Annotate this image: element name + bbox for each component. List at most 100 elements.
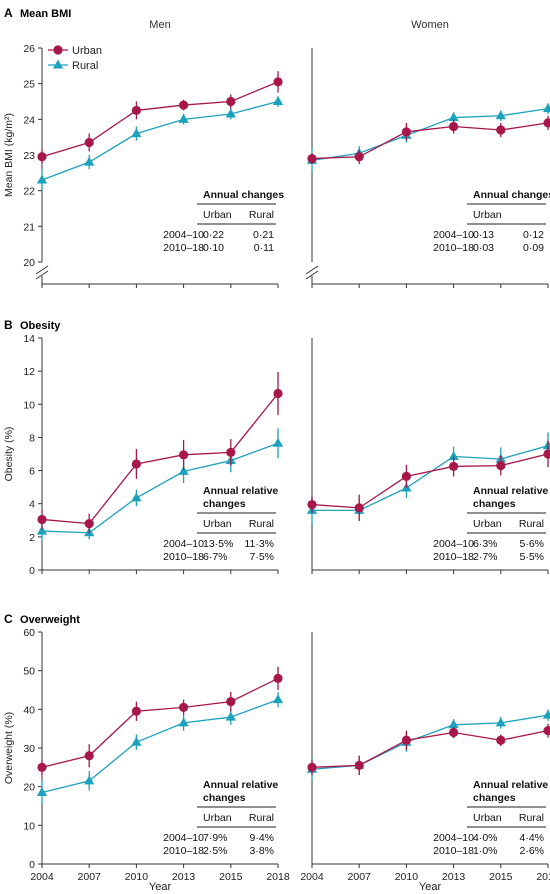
series-urban	[307, 115, 550, 164]
data-point-rural	[542, 709, 550, 719]
x-tick-label: 2004	[300, 871, 324, 883]
x-tick-label: 2010	[395, 871, 419, 883]
changes-header-rural: Rural	[249, 518, 274, 530]
series-urban	[37, 666, 283, 776]
changes-title: changes	[473, 498, 516, 510]
y-tick-label: 8	[29, 432, 35, 444]
y-tick-label: 23	[23, 150, 35, 162]
panel-title: Obesity	[20, 320, 61, 332]
x-tick-label: 2007	[348, 871, 372, 883]
data-point-rural	[448, 112, 459, 122]
series-line	[311, 714, 549, 770]
changes-period: 2004–10	[163, 229, 204, 241]
changes-header-urban: Urban	[203, 518, 232, 530]
changes-value-urban: 2·5%	[203, 845, 228, 857]
panel-letter: C	[4, 612, 13, 626]
data-point-rural	[272, 694, 284, 704]
data-point-urban	[496, 461, 506, 471]
changes-period: 2004–10	[433, 229, 474, 241]
series-line	[41, 100, 279, 181]
series-line	[312, 445, 549, 511]
data-point-urban	[543, 118, 550, 128]
x-tick-label: 2013	[172, 871, 196, 883]
changes-title: Annual relative	[203, 485, 278, 497]
data-point-urban	[354, 152, 364, 162]
y-tick-label: 14	[23, 333, 35, 345]
changes-value-rural: 0·21	[253, 229, 274, 241]
data-point-rural	[36, 174, 48, 184]
data-point-rural	[448, 719, 459, 729]
data-point-urban	[37, 152, 47, 162]
data-point-urban	[84, 751, 94, 761]
panel-letter: A	[4, 6, 13, 20]
changes-value-rural: 5·6%	[519, 538, 544, 550]
changes-title: Annual relative	[203, 779, 278, 791]
y-tick-label: 10	[23, 399, 35, 411]
data-point-rural	[495, 717, 506, 727]
changes-value-rural: 4·4%	[519, 832, 544, 844]
data-point-urban	[179, 450, 189, 460]
data-point-rural	[178, 466, 189, 475]
x-tick-label: 2010	[125, 871, 149, 883]
data-point-urban	[401, 471, 411, 481]
data-point-urban	[449, 121, 459, 132]
changes-table: Annual changes Urban 2004–10 0·13 0·12 2010–1…	[433, 189, 550, 254]
data-point-urban	[449, 727, 459, 738]
changes-title: changes	[203, 792, 246, 804]
changes-title: Annual changes	[203, 189, 284, 201]
series-rural	[36, 691, 284, 805]
y-tick-label: 10	[23, 820, 35, 832]
changes-title: changes	[203, 498, 246, 510]
series-rural	[306, 103, 550, 173]
changes-period: 2010–18	[433, 551, 474, 563]
y-tick-label: 22	[23, 186, 35, 198]
changes-header-urban: Urban	[473, 518, 502, 530]
data-point-rural	[84, 775, 95, 785]
sex-label: Men	[149, 19, 170, 31]
series-rural	[306, 432, 550, 526]
y-axis-label: Mean BMI (kg/m²)	[3, 113, 15, 197]
data-point-urban	[307, 762, 317, 772]
data-point-urban	[354, 503, 364, 513]
x-tick-label: 2007	[78, 871, 102, 883]
data-point-urban	[131, 459, 141, 469]
data-point-urban	[37, 762, 47, 772]
y-tick-label: 21	[23, 221, 35, 233]
changes-value-rural: 0·09	[523, 242, 544, 254]
series-rural	[306, 709, 550, 781]
data-point-urban	[226, 96, 236, 107]
changes-header-urban: Urban	[203, 209, 232, 221]
data-point-urban	[354, 760, 364, 771]
y-axis-label: Obesity (%)	[3, 427, 15, 482]
y-tick-label: 40	[23, 704, 35, 716]
series-rural	[36, 96, 284, 191]
x-tick-label: 2013	[442, 871, 466, 883]
changes-value-rural: 0·11	[254, 242, 274, 254]
data-point-rural	[84, 156, 95, 166]
x-tick-label: 2015	[219, 871, 243, 883]
legend-label-urban: Urban	[72, 45, 102, 57]
sex-label: Women	[411, 19, 449, 31]
series-urban	[37, 71, 283, 164]
y-tick-label: 26	[23, 43, 35, 55]
changes-value-urban: 13·5%	[203, 538, 233, 550]
x-tick-label: 2018	[266, 871, 290, 883]
changes-value-rural: 11·3%	[244, 538, 274, 550]
changes-header-rural: Rural	[519, 518, 544, 530]
legend-label-rural: Rural	[72, 60, 98, 72]
data-point-rural	[272, 96, 284, 106]
changes-table: Annual changes Urban Rural 2004–10 0·22 0·21 2…	[163, 189, 284, 254]
changes-value-urban: 6·3%	[473, 538, 498, 550]
y-tick-label: 4	[29, 499, 35, 511]
panel-b-left: B Obesity 0 2 4 6 8 10 12 14 Obesity (%) Annual rel…	[3, 318, 284, 577]
data-point-rural	[131, 128, 142, 138]
changes-value-urban: 1·0%	[473, 845, 498, 857]
changes-title: changes	[473, 792, 516, 804]
data-point-urban	[401, 735, 411, 745]
changes-period: 2004–10	[433, 538, 474, 550]
panel-c-right: 2004 2007 2010 2013 2015 2018 Year Annual relat…	[300, 632, 550, 893]
